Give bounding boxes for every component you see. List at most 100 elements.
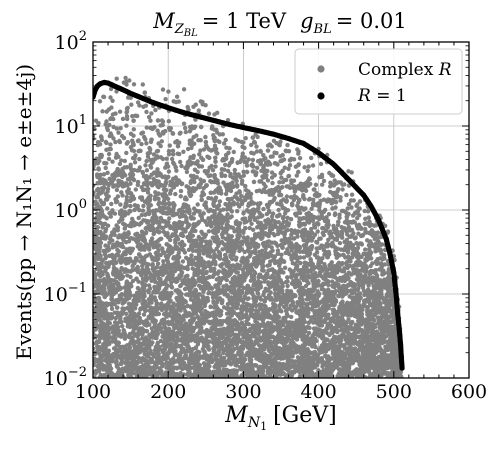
complex-r-point: [295, 147, 300, 152]
complex-r-point: [285, 142, 290, 148]
complex-r-point: [221, 305, 227, 310]
complex-r-point: [174, 138, 180, 144]
complex-r-point: [123, 311, 129, 316]
complex-r-point: [174, 168, 179, 173]
complex-r-point: [295, 203, 300, 208]
complex-r-point: [143, 379, 147, 383]
complex-r-point: [178, 130, 183, 135]
complex-r-point: [213, 164, 218, 169]
complex-r-point: [265, 239, 270, 244]
complex-r-point: [168, 191, 173, 196]
complex-r-point: [292, 193, 297, 199]
complex-r-point: [183, 309, 188, 314]
complex-r-point: [118, 202, 123, 207]
complex-r-point: [130, 114, 135, 119]
complex-r-point: [108, 142, 113, 147]
complex-r-point: [280, 185, 285, 190]
complex-r-point: [105, 223, 111, 228]
complex-r-point: [137, 156, 142, 162]
complex-r-point: [184, 169, 190, 175]
complex-r-point: [217, 199, 223, 204]
complex-r-point: [306, 330, 312, 336]
complex-r-point: [100, 109, 105, 114]
complex-r-point: [173, 191, 178, 197]
complex-r-point: [245, 235, 250, 240]
complex-r-point: [140, 187, 146, 193]
complex-r-point: [243, 225, 248, 231]
complex-r-point: [171, 99, 176, 104]
complex-r-point: [306, 164, 311, 169]
complex-r-point: [344, 378, 348, 382]
complex-r-point: [261, 175, 266, 180]
complex-r-point: [317, 175, 322, 180]
complex-r-point: [110, 159, 115, 164]
complex-r-point: [223, 137, 228, 143]
complex-r-point: [155, 261, 161, 266]
complex-r-point: [206, 291, 211, 296]
complex-r-point: [114, 76, 119, 81]
complex-r-point: [107, 240, 112, 245]
complex-r-point: [346, 224, 352, 230]
complex-r-point: [124, 165, 130, 170]
complex-r-point: [204, 183, 209, 188]
complex-r-point: [301, 215, 306, 221]
complex-r-point: [183, 129, 188, 135]
complex-r-point: [120, 193, 125, 198]
complex-r-point: [128, 162, 133, 167]
complex-r-point: [346, 317, 351, 322]
complex-r-point: [208, 179, 213, 184]
complex-r-point: [355, 216, 360, 221]
complex-r-point: [274, 150, 279, 156]
complex-r-point: [204, 143, 209, 148]
complex-r-point: [345, 379, 349, 383]
complex-r-point: [285, 215, 290, 220]
complex-r-point: [168, 244, 173, 250]
complex-r-point: [296, 151, 301, 156]
complex-r-point: [126, 187, 131, 192]
complex-r-point: [250, 157, 256, 163]
complex-r-point: [338, 378, 342, 382]
complex-r-point: [289, 273, 294, 279]
complex-r-point: [198, 177, 203, 182]
complex-r-point: [298, 260, 303, 266]
complex-r-point: [155, 340, 160, 345]
complex-r-point: [357, 379, 361, 383]
complex-r-point: [212, 112, 217, 117]
complex-r-point: [349, 192, 355, 197]
complex-r-point: [206, 229, 212, 234]
complex-r-point: [178, 159, 183, 165]
chart-title: MZBL= 1 TeV gBL = 0.01: [152, 9, 407, 39]
complex-r-point: [177, 151, 182, 157]
complex-r-point: [213, 380, 217, 384]
complex-r-point: [144, 168, 150, 173]
complex-r-point: [130, 263, 135, 269]
complex-r-point: [279, 175, 284, 180]
complex-r-point: [203, 134, 208, 140]
complex-r-point: [288, 379, 292, 383]
complex-r-point: [232, 229, 237, 234]
complex-r-point: [357, 379, 361, 383]
complex-r-point: [368, 263, 373, 269]
complex-r-point: [148, 118, 153, 123]
complex-r-point: [285, 279, 290, 284]
complex-r-point: [255, 165, 260, 170]
complex-r-point: [119, 265, 124, 271]
complex-r-point: [315, 229, 320, 234]
complex-r-point: [124, 82, 129, 87]
complex-r-point: [280, 379, 284, 383]
complex-r-point: [123, 75, 128, 81]
complex-r-point: [354, 379, 358, 383]
complex-r-point: [124, 150, 129, 156]
complex-r-point: [149, 111, 154, 116]
complex-r-point: [345, 206, 350, 211]
complex-r-point: [355, 379, 359, 383]
complex-r-point: [133, 379, 137, 383]
complex-r-point: [167, 143, 172, 148]
complex-r-point: [253, 132, 258, 137]
complex-r-point: [365, 379, 369, 383]
complex-r-point: [130, 278, 136, 284]
complex-r-point: [136, 311, 142, 316]
complex-r-point: [254, 144, 259, 149]
complex-r-point: [103, 165, 108, 171]
complex-r-point: [97, 99, 103, 104]
